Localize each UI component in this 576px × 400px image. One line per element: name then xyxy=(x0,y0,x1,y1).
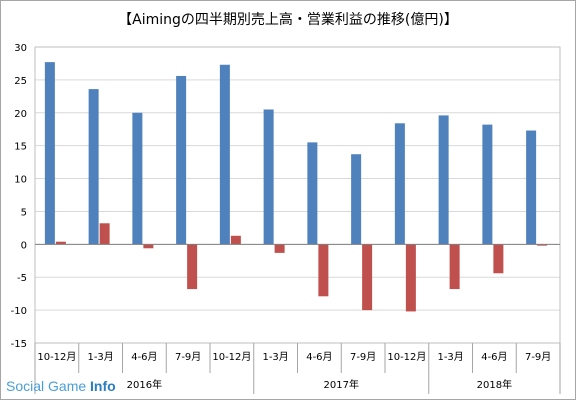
x-tick-label: 10-12月 xyxy=(212,351,251,363)
bar-series-1 xyxy=(219,64,230,245)
bar-series-2 xyxy=(274,244,285,253)
bar-series-1 xyxy=(263,109,274,245)
bar-series-2 xyxy=(143,244,154,249)
plot-area-border xyxy=(34,46,561,344)
bar-series-2 xyxy=(362,244,373,311)
bar-series-1 xyxy=(526,130,537,245)
year-group-label: 2017年 xyxy=(324,378,359,391)
y-tick-label: 5 xyxy=(21,207,27,218)
x-tick-label: 4-6月 xyxy=(481,351,507,363)
x-tick-label: 7-9月 xyxy=(175,351,201,363)
x-tick-label: 1-3月 xyxy=(87,351,113,363)
x-tick-label: 7-9月 xyxy=(525,351,551,363)
watermark-suffix: Info xyxy=(90,378,116,394)
bar-series-2 xyxy=(405,244,416,312)
bar-series-1 xyxy=(482,124,493,245)
y-tick-label: 25 xyxy=(14,76,27,87)
year-group-label: 2016年 xyxy=(127,378,162,391)
y-tick-label: -15 xyxy=(11,339,27,350)
y-tick-label: -5 xyxy=(17,273,27,284)
x-tick-label: 4-6月 xyxy=(306,351,332,363)
y-tick-label: -10 xyxy=(11,306,27,317)
bar-series-2 xyxy=(449,244,460,290)
bar-series-2 xyxy=(230,235,241,245)
bar-series-1 xyxy=(132,112,143,245)
x-tick-label: 1-3月 xyxy=(437,351,463,363)
bar-series-2 xyxy=(187,244,198,290)
bar-series-1 xyxy=(88,89,99,245)
bar-series-2 xyxy=(493,244,504,274)
x-tick-label: 10-12月 xyxy=(387,351,426,363)
bar-series-2 xyxy=(537,244,548,246)
bar-series-2 xyxy=(99,223,110,245)
y-tick-label: 0 xyxy=(21,240,27,251)
y-tick-label: 20 xyxy=(14,109,27,120)
bar-series-2 xyxy=(55,241,66,245)
y-tick-label: 30 xyxy=(14,43,27,54)
bar-series-1 xyxy=(394,123,405,245)
x-tick-label: 10-12月 xyxy=(37,351,76,363)
bar-series-2 xyxy=(318,244,329,297)
bar-series-1 xyxy=(438,115,449,245)
x-tick-label: 7-9月 xyxy=(350,351,376,363)
y-tick-label: 10 xyxy=(14,175,27,186)
bar-series-1 xyxy=(307,142,318,245)
bar-series-1 xyxy=(351,154,362,245)
bar-series-1 xyxy=(176,75,187,245)
year-group-label: 2018年 xyxy=(477,378,512,391)
y-tick-label: 15 xyxy=(14,142,27,153)
chart-title: 【Aimingの四半期別売上高・営業利益の推移(億円)】 xyxy=(118,12,458,28)
bar-series-1 xyxy=(44,62,55,245)
x-tick-label: 4-6月 xyxy=(131,351,157,363)
watermark-prefix: Social Game xyxy=(6,378,91,394)
x-tick-label: 1-3月 xyxy=(262,351,288,363)
watermark-logo: Social Game Info xyxy=(6,378,116,394)
